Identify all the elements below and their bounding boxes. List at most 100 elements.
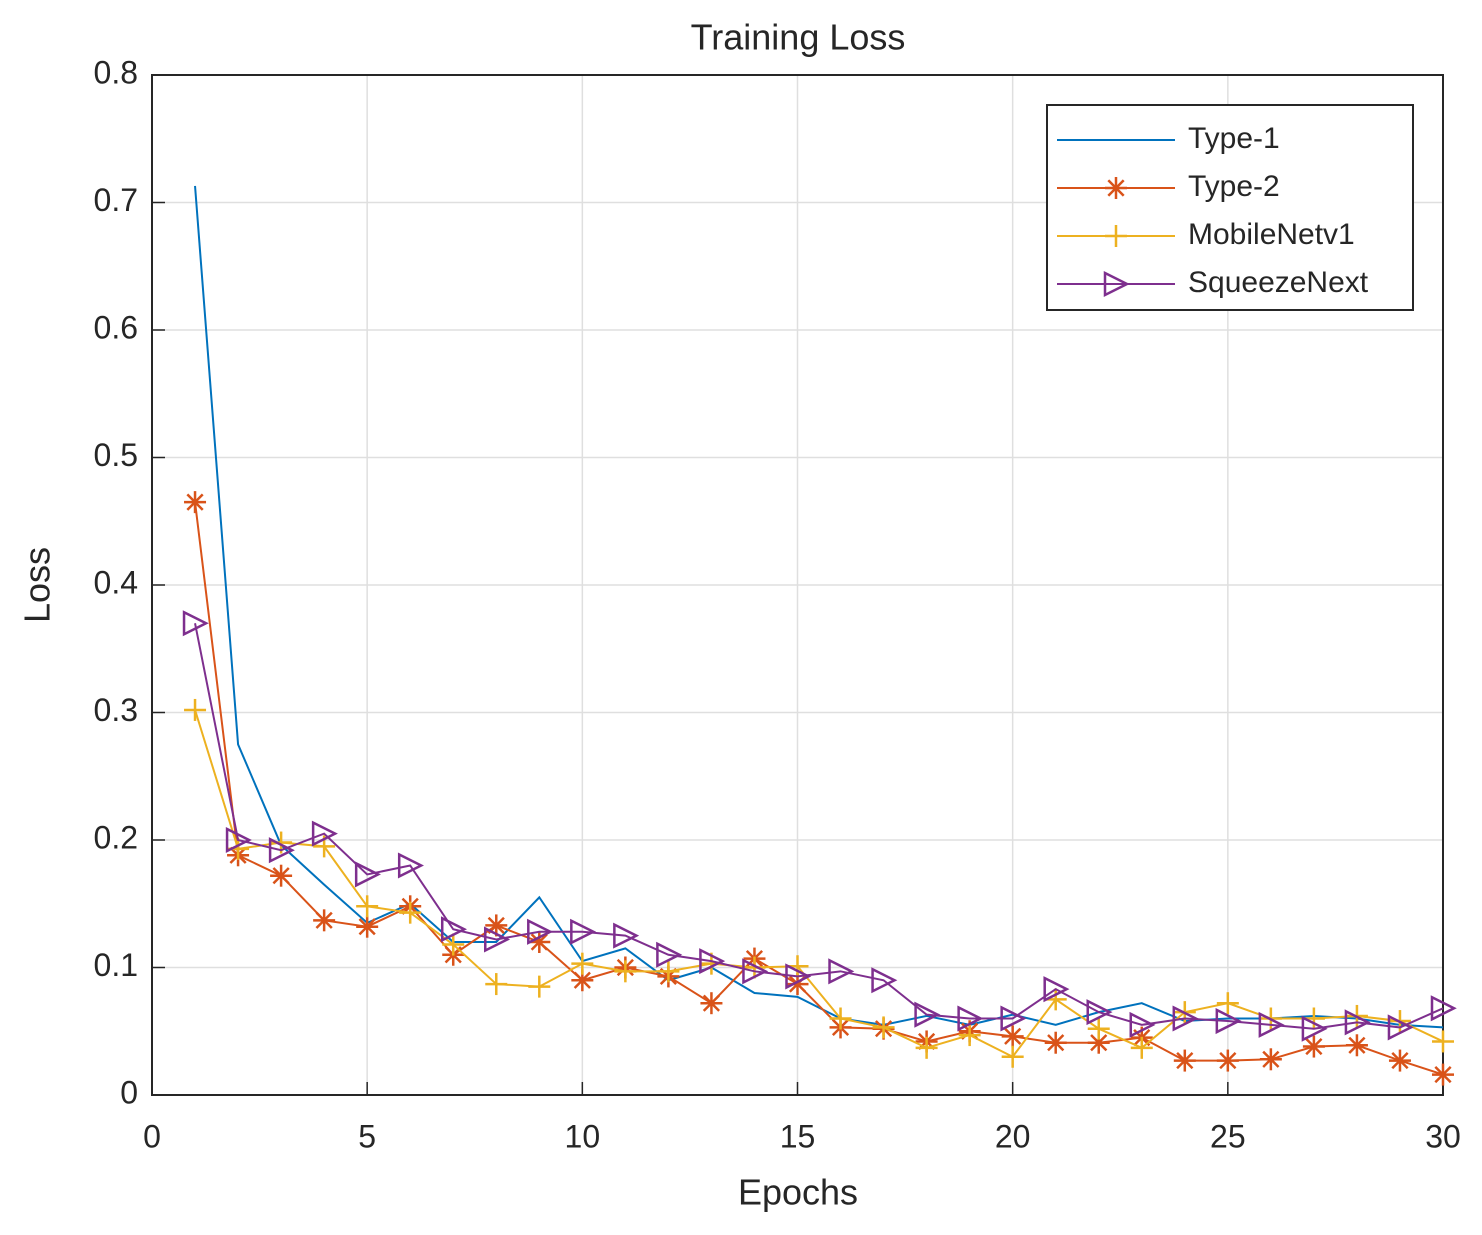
y-tick-label: 0.5	[94, 437, 138, 473]
marker-shape	[1000, 1005, 1027, 1032]
marker-stroke	[1262, 1050, 1280, 1068]
marker	[485, 973, 508, 996]
marker	[1129, 1011, 1156, 1038]
marker-stroke	[530, 933, 548, 951]
marker	[1430, 995, 1457, 1022]
marker-shape	[311, 820, 338, 847]
marker	[1259, 1048, 1282, 1071]
marker	[270, 864, 293, 887]
marker	[1302, 1035, 1325, 1058]
marker-shape	[182, 610, 209, 637]
x-axis-label: Epochs	[738, 1172, 858, 1213]
marker	[1173, 1049, 1196, 1072]
marker	[484, 926, 511, 953]
marker-stroke	[358, 918, 376, 936]
marker-shape	[699, 948, 726, 975]
x-tick-label: 0	[143, 1118, 161, 1154]
marker-stroke	[1047, 1034, 1065, 1052]
y-tick-label: 0.4	[94, 564, 138, 600]
legend-label: SqueezeNext	[1188, 266, 1369, 299]
marker	[743, 956, 766, 979]
marker	[1001, 1025, 1024, 1048]
marker-shape	[785, 963, 812, 990]
legend-label: MobileNetv1	[1188, 218, 1355, 251]
plot-frame	[151, 74, 1444, 1096]
marker-shape	[871, 967, 898, 994]
marker	[570, 918, 597, 945]
marker-shape	[1344, 1009, 1371, 1036]
marker-shape	[1387, 1014, 1414, 1041]
marker	[311, 820, 338, 847]
marker	[528, 975, 551, 998]
marker-shape	[397, 852, 424, 879]
marker-stroke	[1434, 1066, 1452, 1084]
marker	[742, 958, 769, 985]
y-tick-label: 0.2	[94, 819, 138, 855]
marker	[1388, 1049, 1411, 1072]
marker	[1432, 1063, 1454, 1086]
marker	[1087, 1017, 1110, 1040]
marker	[828, 958, 855, 985]
legend-label: Type-1	[1188, 122, 1280, 155]
marker-shape	[1129, 1011, 1156, 1038]
marker	[184, 491, 207, 514]
marker	[1301, 1015, 1328, 1042]
y-tick-label: 0	[120, 1074, 138, 1110]
marker-shape	[1103, 270, 1130, 298]
marker-shape	[1215, 1008, 1242, 1035]
marker-stroke	[1348, 1036, 1366, 1054]
marker	[872, 1016, 895, 1039]
marker	[182, 610, 209, 637]
marker	[1215, 1008, 1242, 1035]
marker	[268, 837, 295, 864]
y-tick-label: 0.8	[94, 54, 138, 90]
marker	[354, 861, 381, 888]
marker	[527, 918, 554, 945]
marker	[1130, 1036, 1153, 1059]
marker	[613, 922, 640, 949]
legend-label: Type-2	[1188, 170, 1280, 203]
y-tick-label: 0.6	[94, 309, 138, 345]
x-tick-label: 5	[358, 1118, 376, 1154]
marker	[699, 948, 726, 975]
y-tick-label: 0.1	[94, 947, 138, 983]
marker	[657, 960, 680, 983]
marker-shape	[354, 861, 381, 888]
marker	[700, 992, 723, 1015]
y-tick-label: 0.7	[94, 182, 138, 218]
marker-shape	[1086, 999, 1113, 1026]
marker	[1344, 1009, 1371, 1036]
marker	[1432, 1030, 1454, 1053]
marker	[614, 960, 637, 983]
marker	[571, 969, 594, 992]
y-axis-label: Loss	[17, 547, 58, 623]
marker	[1105, 177, 1127, 199]
marker	[1044, 1031, 1067, 1054]
marker	[571, 952, 594, 975]
marker	[871, 967, 898, 994]
marker	[313, 909, 336, 932]
marker-shape	[914, 1001, 941, 1028]
chart-title: Training Loss	[691, 17, 906, 58]
marker-stroke	[1176, 1051, 1194, 1070]
marker	[1387, 1014, 1414, 1041]
marker	[914, 1001, 941, 1028]
marker-stroke	[702, 994, 721, 1012]
marker	[399, 901, 422, 924]
marker	[958, 1024, 981, 1047]
marker	[1172, 1005, 1199, 1032]
marker	[1345, 1034, 1368, 1057]
x-tick-label: 25	[1210, 1118, 1246, 1154]
marker-shape	[957, 1005, 984, 1032]
marker-stroke	[1090, 1034, 1108, 1052]
marker	[829, 1007, 852, 1030]
x-tick-label: 30	[1425, 1118, 1461, 1154]
marker	[1216, 1049, 1239, 1072]
x-tick-label: 10	[565, 1118, 601, 1154]
marker	[1043, 976, 1070, 1003]
marker-stroke	[315, 911, 333, 929]
marker-shape	[742, 958, 769, 985]
marker-shape	[225, 826, 252, 854]
marker	[1258, 1011, 1285, 1038]
